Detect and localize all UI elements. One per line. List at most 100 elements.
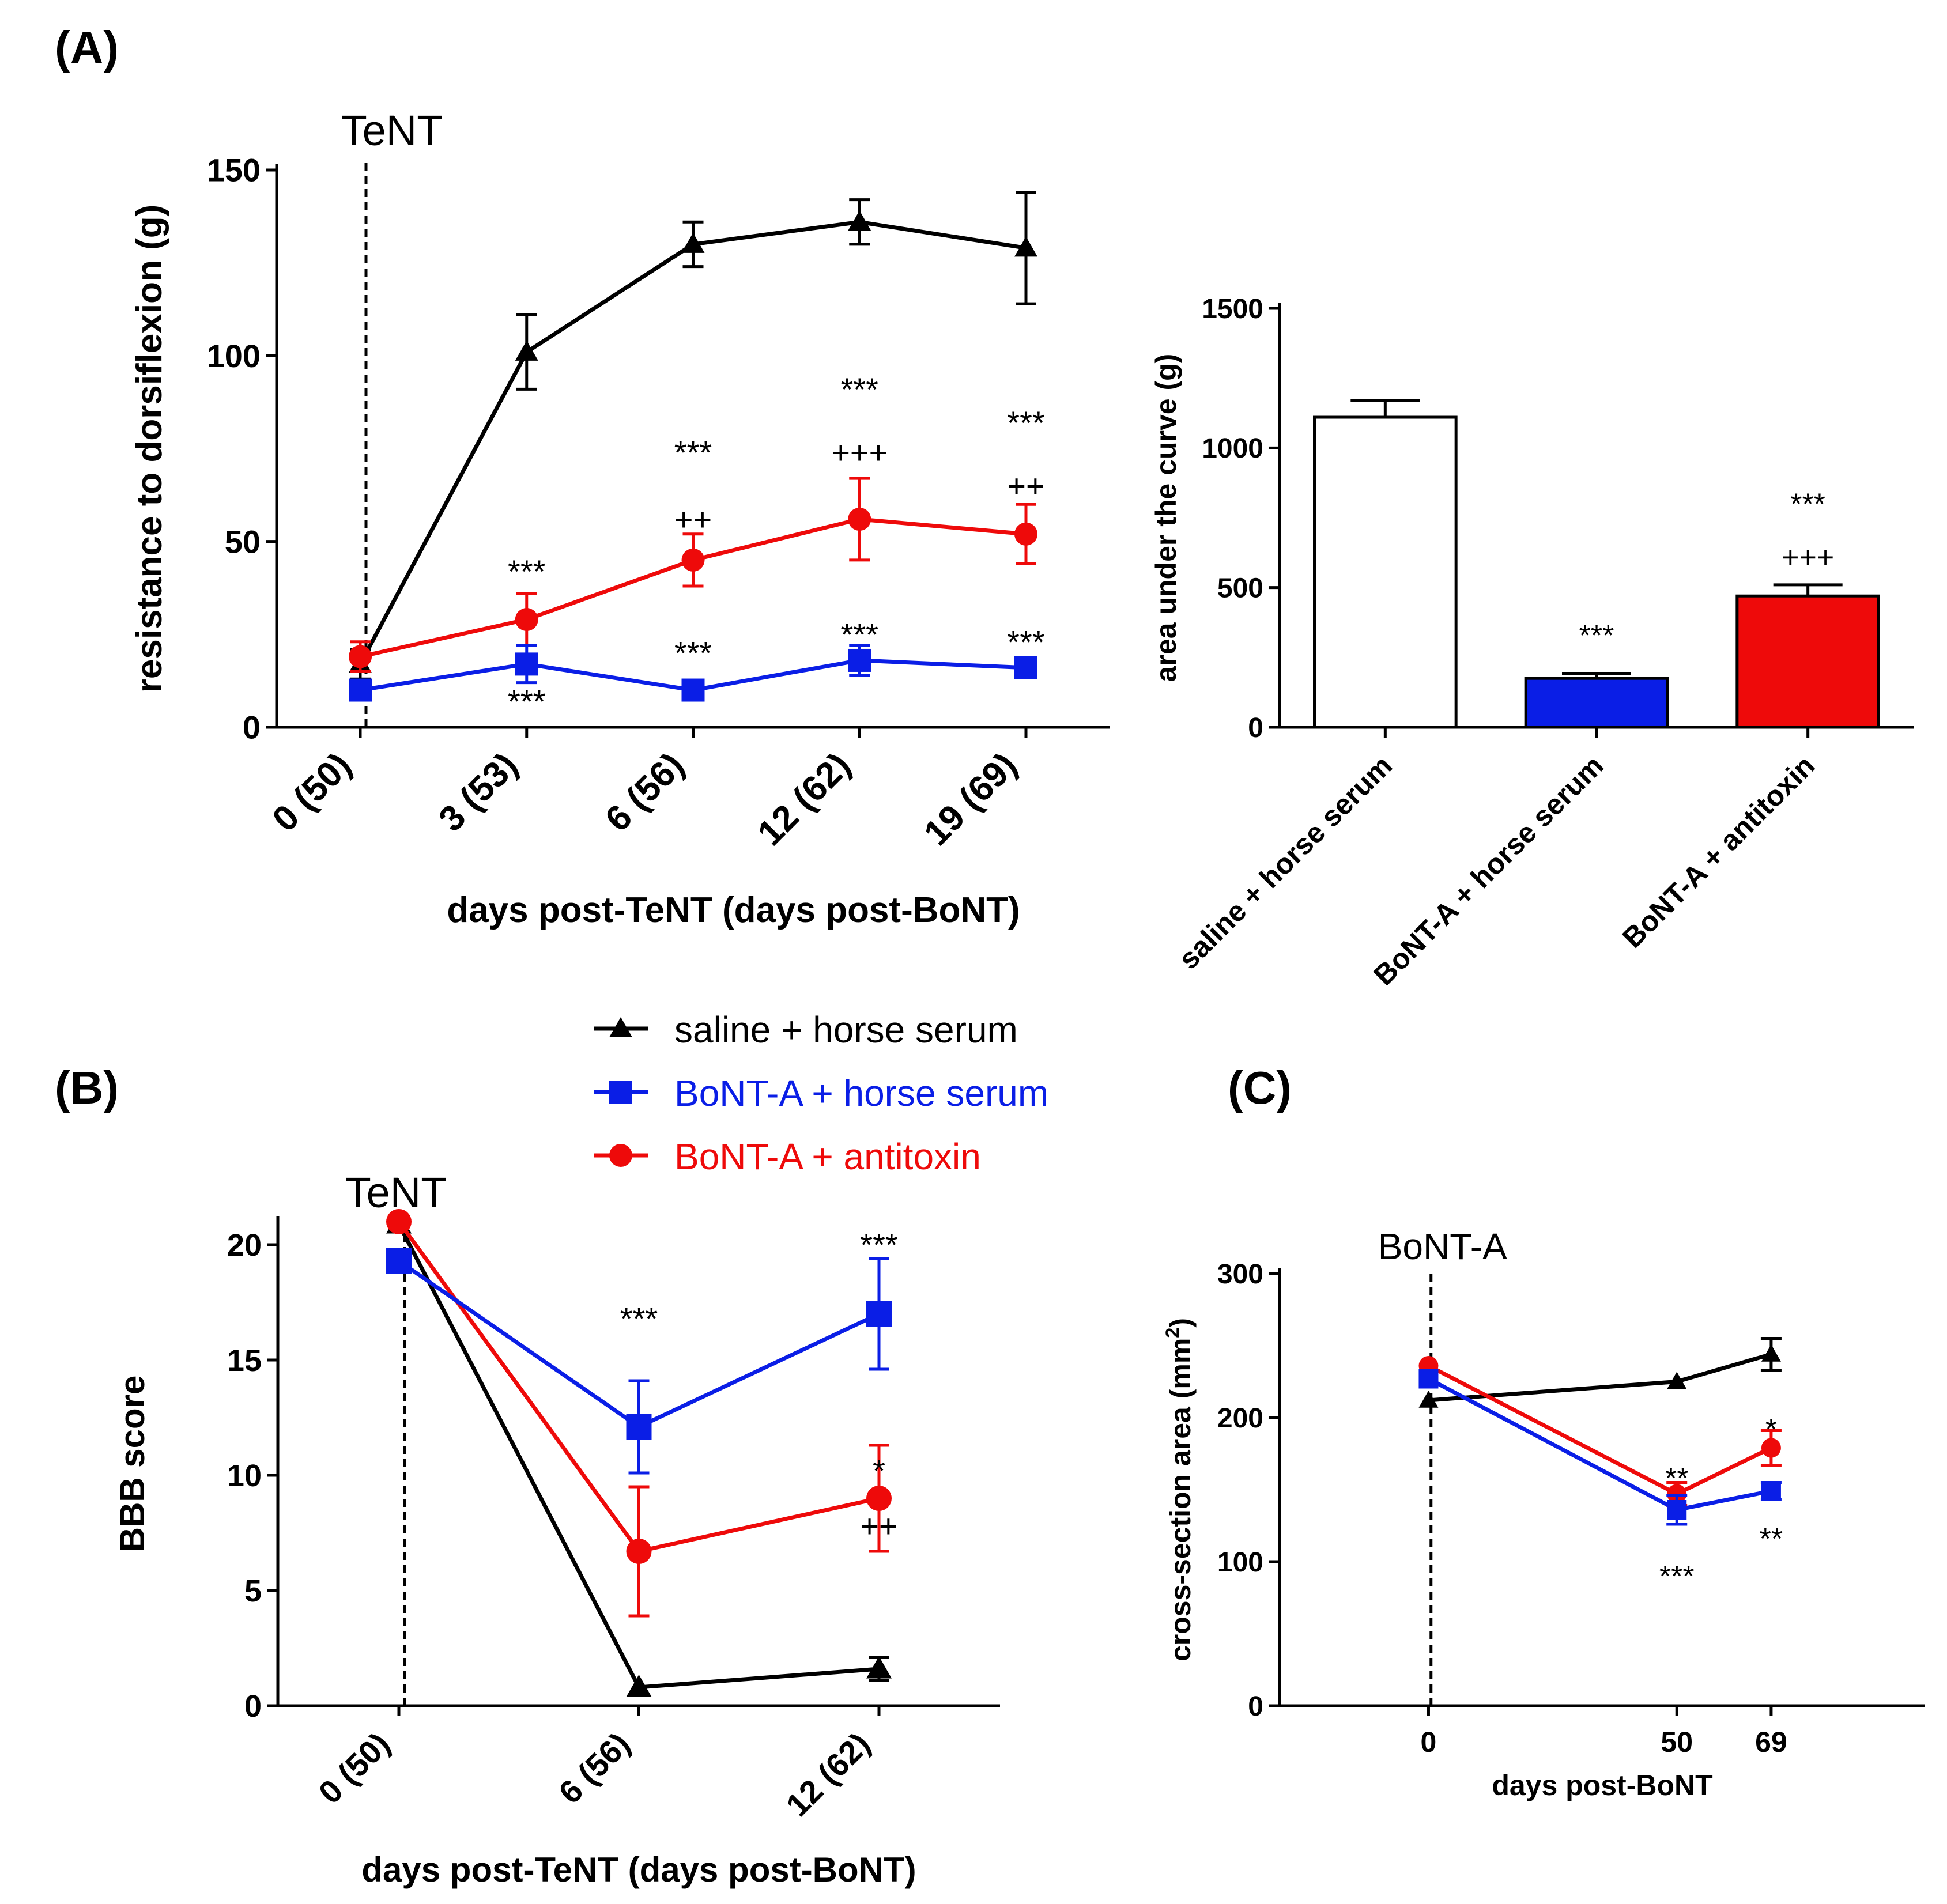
significance-annotation: *** xyxy=(508,553,545,590)
y-tick-label: 500 xyxy=(1217,573,1263,603)
data-point xyxy=(386,1248,412,1274)
y-axis-label-superscript: 2 xyxy=(1162,1328,1183,1338)
significance-annotation: *** xyxy=(1007,405,1044,441)
significance-annotation: ++ xyxy=(674,501,712,538)
y-tick-label: 300 xyxy=(1217,1259,1263,1290)
legend-label: saline + horse serum xyxy=(674,1009,1018,1051)
panel-label: (B) xyxy=(55,1062,119,1113)
y-tick-label: 0 xyxy=(244,1689,262,1724)
series-bont-a-antitoxin xyxy=(1418,1356,1782,1507)
significance-annotation: * xyxy=(873,1453,885,1489)
data-point xyxy=(515,340,538,361)
data-point xyxy=(848,210,871,231)
x-tick-label: 19 (69) xyxy=(916,745,1025,853)
significance-annotation: *** xyxy=(1790,488,1825,521)
series-bont-a-antitoxin xyxy=(386,1209,892,1618)
y-tick-label: 0 xyxy=(1248,713,1263,743)
bar xyxy=(1735,594,1880,729)
data-point xyxy=(681,548,705,572)
y-tick-label: 0 xyxy=(243,709,261,746)
significance-annotation: *** xyxy=(841,616,878,652)
data-point xyxy=(626,1414,652,1440)
x-tick-label: 0 (50) xyxy=(311,1725,397,1811)
data-point xyxy=(848,507,871,531)
data-point xyxy=(1014,656,1037,679)
data-point xyxy=(386,1209,412,1234)
x-tick-label: 0 (50) xyxy=(265,745,359,839)
significance-annotation: *** xyxy=(1007,624,1044,660)
data-point xyxy=(681,678,705,702)
data-point xyxy=(349,678,372,702)
legend-item: saline + horse serum xyxy=(594,1009,1018,1051)
y-tick-label: 150 xyxy=(207,152,261,188)
x-tick-label: 3 (53) xyxy=(431,745,525,839)
data-point xyxy=(681,232,705,253)
y-tick-label: 50 xyxy=(225,523,261,560)
significance-annotation: *** xyxy=(674,435,712,471)
significance-annotation: +++ xyxy=(831,435,888,471)
significance-annotation: ** xyxy=(1665,1462,1688,1495)
significance-annotation: *** xyxy=(674,635,712,671)
significance-annotation: *** xyxy=(620,1301,658,1337)
significance-annotation: * xyxy=(1765,1413,1777,1446)
series-bont-a-horse-serum xyxy=(386,1248,892,1475)
significance-annotation: *** xyxy=(860,1227,897,1263)
data-point xyxy=(1667,1372,1687,1389)
data-point xyxy=(515,608,538,632)
data-point xyxy=(1761,1481,1781,1501)
x-tick-label: saline + horse serum xyxy=(1172,749,1398,975)
x-axis-label: days post-TeNT (days post-BoNT) xyxy=(447,890,1020,930)
significance-annotation: *** xyxy=(508,683,545,719)
data-point xyxy=(349,645,372,668)
y-tick-label: 0 xyxy=(1248,1691,1263,1722)
y-tick-label: 15 xyxy=(227,1343,262,1378)
x-tick-label: 0 xyxy=(1421,1726,1437,1758)
legend-item: BoNT-A + antitoxin xyxy=(594,1136,981,1177)
data-point xyxy=(866,1301,892,1327)
x-tick-label: BoNT-A + horse serum xyxy=(1367,749,1609,991)
data-point xyxy=(1761,1438,1781,1458)
significance-annotation: *** xyxy=(1579,619,1614,652)
y-tick-label: 20 xyxy=(227,1228,262,1263)
data-point xyxy=(1014,236,1037,257)
legend-label: BoNT-A + antitoxin xyxy=(674,1136,981,1177)
x-tick-label: 6 (56) xyxy=(552,1725,637,1811)
legend-marker xyxy=(609,1017,632,1037)
legend: saline + horse serum BoNT-A + horse serum… xyxy=(594,1009,1048,1177)
x-tick-label: 6 (56) xyxy=(598,745,692,839)
x-tick-label: 50 xyxy=(1661,1726,1693,1758)
data-point xyxy=(866,1656,892,1679)
data-point xyxy=(866,1486,892,1511)
x-tick-label: 12 (62) xyxy=(750,745,858,853)
y-axis-label-close: ) xyxy=(1164,1318,1197,1328)
vline-label: TeNT xyxy=(341,107,443,154)
y-tick-label: 100 xyxy=(1217,1547,1263,1578)
y-axis-label: BBB score xyxy=(113,1376,152,1552)
data-point xyxy=(1014,522,1037,546)
y-axis-label: cross-section area (mm2) xyxy=(1162,1318,1197,1661)
x-axis-label: days post-TeNT (days post-BoNT) xyxy=(361,1850,916,1889)
significance-annotation: *** xyxy=(1659,1560,1695,1593)
x-tick-label: 12 (62) xyxy=(779,1725,877,1823)
significance-annotation: ++ xyxy=(860,1508,897,1544)
y-tick-label: 200 xyxy=(1217,1403,1263,1434)
bar xyxy=(1524,677,1669,729)
x-tick-label: 69 xyxy=(1755,1726,1787,1758)
legend-item: BoNT-A + horse serum xyxy=(594,1072,1048,1114)
significance-annotation: ++ xyxy=(1007,468,1044,504)
series-bont-a-horse-serum xyxy=(349,644,1037,702)
y-tick-label: 5 xyxy=(244,1574,262,1608)
x-axis-label: days post-BoNT xyxy=(1492,1769,1712,1801)
vline-label: BoNT-A xyxy=(1378,1226,1507,1267)
series-saline-horse-serum xyxy=(1418,1337,1782,1408)
y-tick-label: 1000 xyxy=(1202,433,1263,464)
data-point xyxy=(1418,1391,1439,1408)
significance-annotation: +++ xyxy=(1782,541,1834,575)
data-point xyxy=(515,652,538,676)
data-point xyxy=(1418,1369,1439,1389)
